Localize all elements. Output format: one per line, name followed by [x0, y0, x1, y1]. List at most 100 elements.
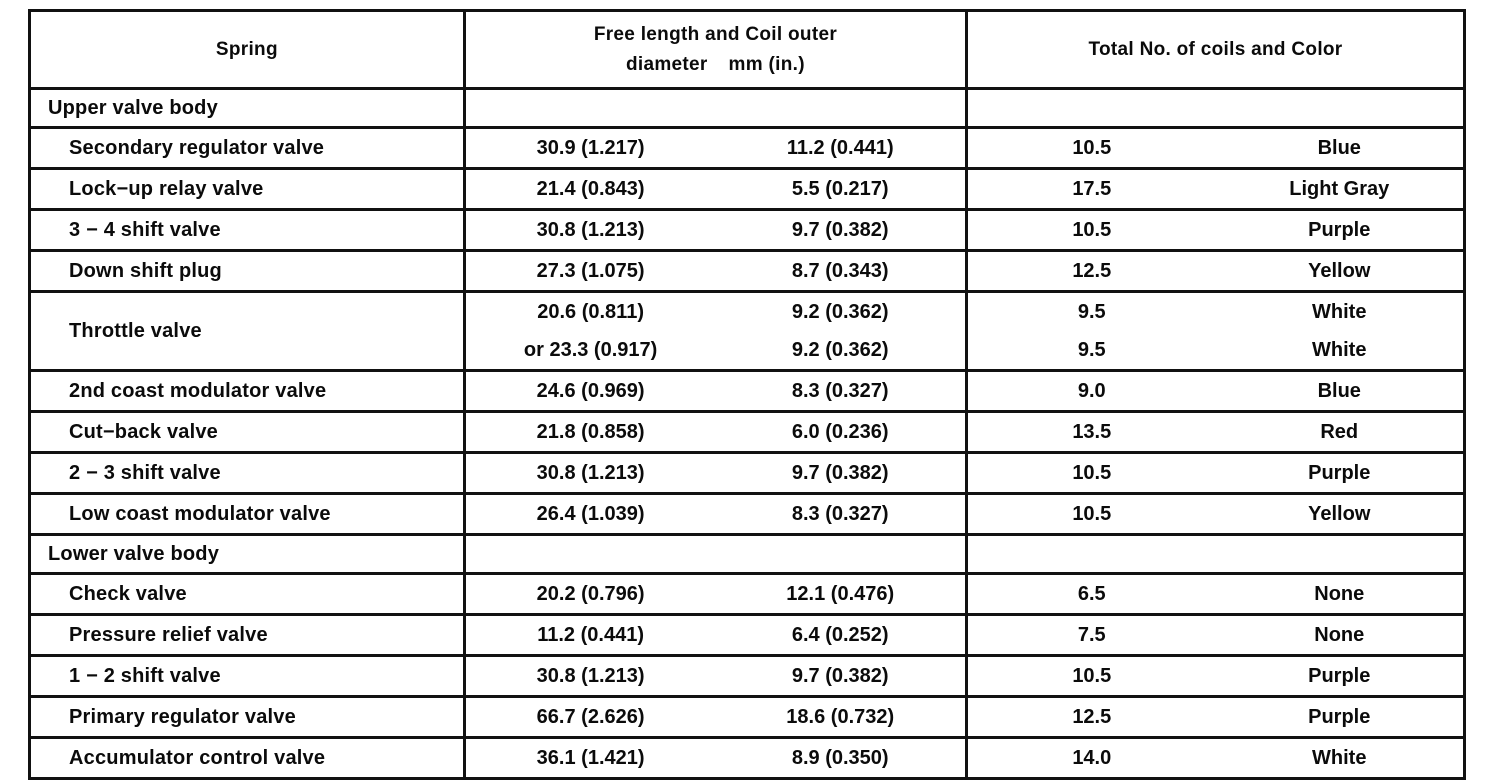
coil-count-value-and-spring-color-value-cell: 10.5 Purple	[965, 654, 1466, 698]
col-header-coils-color: Total No. of coils and Color	[965, 9, 1466, 90]
coil-count-value: 17.5	[1072, 178, 1112, 200]
empty-cell	[462, 87, 969, 129]
coil-diameter-value: 6.4 (0.252)	[791, 624, 889, 646]
section-row: Upper valve body	[28, 87, 1466, 129]
coil-count-value: 13.5	[1072, 421, 1112, 443]
coil-count-value: 10.5	[1072, 665, 1112, 687]
table-body: Upper valve body Secondary regulator valv…	[28, 87, 1466, 780]
coil-diameter-value: 8.3 (0.327)	[791, 503, 889, 525]
free-length-value: 27.3 (1.075)	[536, 260, 645, 282]
spring-row: 1 − 2 shift valve 30.8 (1.213) 9.7 (0.382)…	[28, 654, 1466, 698]
free-length-value: 21.8 (0.858)	[536, 421, 645, 443]
coil-diameter-value: 8.3 (0.327)	[791, 380, 889, 402]
free-length-value: 66.7 (2.626)	[536, 706, 645, 728]
spring-color-value: Purple	[1308, 665, 1371, 687]
coil-diameter-value: 8.7 (0.343)	[791, 260, 889, 282]
free-length-value: 11.2 (0.441)	[537, 624, 644, 646]
coil-diameter-value: 11.2 (0.441)	[786, 137, 894, 159]
free-length-value: 30.8 (1.213)	[536, 219, 645, 241]
free-length-value-and-coil-diameter-value-cell: 11.2 (0.441) 6.4 (0.252)	[462, 613, 969, 657]
spring-color-value: Light Gray	[1289, 178, 1390, 200]
section-row: Lower valve body	[28, 533, 1466, 575]
col-header-dimensions-line2: diameter mm (in.)	[626, 53, 805, 75]
spring-row: Pressure relief valve 11.2 (0.441) 6.4 (0.…	[28, 613, 1466, 657]
coil-count-value-and-spring-color-value-cell: 13.5 Red	[965, 410, 1466, 454]
coil-count-value-and-spring-color-value-cell: 10.5 Yellow	[965, 492, 1466, 536]
coil-diameter-value: 12.1 (0.476)	[786, 583, 895, 605]
col-header-dimensions-line1: Free length and Coil outer	[593, 23, 838, 45]
col-header-dimensions: Free length and Coil outer diameter mm (…	[462, 9, 969, 90]
spring-name: 2nd coast modulator valve	[28, 369, 466, 413]
spring-color-value: Purple	[1308, 462, 1371, 484]
free-length-value-and-coil-diameter-value-cell: 20.2 (0.796) 12.1 (0.476)	[462, 572, 969, 616]
spring-name: Throttle valve	[28, 290, 466, 372]
coil-count-value-and-spring-color-value-cell: 14.0 White	[965, 736, 1466, 780]
spring-name: Low coast modulator valve	[28, 492, 466, 536]
spring-row: 3 − 4 shift valve 30.8 (1.213) 9.7 (0.382)…	[28, 208, 1466, 252]
free-length-value: 21.4 (0.843)	[536, 178, 645, 200]
coil-diameter-value: 8.9 (0.350)	[791, 747, 889, 769]
spring-row: Throttle valve 20.6 (0.811) or 23.3 (0.917…	[28, 290, 1466, 372]
free-length-value-and-coil-diameter-value-cell: 30.9 (1.217) 11.2 (0.441)	[462, 126, 969, 170]
free-length-value-and-coil-diameter-value-cell: 36.1 (1.421) 8.9 (0.350)	[462, 736, 969, 780]
coil-count-value: 9.0	[1077, 380, 1106, 402]
spring-name: Pressure relief valve	[28, 613, 466, 657]
coil-count-value-and-spring-color-value-cell: 17.5 Light Gray	[965, 167, 1466, 211]
spring-name: Accumulator control valve	[28, 736, 466, 780]
spring-color-value: Yellow	[1308, 503, 1371, 525]
section-label: Lower valve body	[28, 533, 466, 575]
spring-color-value: White White	[1312, 301, 1367, 361]
spring-name: Check valve	[28, 572, 466, 616]
coil-diameter-value: 9.2 (0.362) 9.2 (0.362)	[791, 301, 889, 361]
coil-count-value: 10.5	[1072, 503, 1112, 525]
free-length-value: 30.8 (1.213)	[536, 665, 645, 687]
free-length-value: 20.6 (0.811) or 23.3 (0.917)	[523, 301, 658, 361]
free-length-value-and-coil-diameter-value-cell: 21.4 (0.843) 5.5 (0.217)	[462, 167, 969, 211]
free-length-value: 24.6 (0.969)	[536, 380, 645, 402]
coil-diameter-value: 5.5 (0.217)	[791, 178, 889, 200]
coil-count-value: 12.5	[1072, 706, 1112, 728]
coil-diameter-value: 9.7 (0.382)	[791, 665, 889, 687]
free-length-value: 30.8 (1.213)	[536, 462, 645, 484]
spring-name: 3 − 4 shift valve	[28, 208, 466, 252]
coil-count-value: 14.0	[1072, 747, 1112, 769]
free-length-value: 30.9 (1.217)	[536, 137, 645, 159]
spring-name: 1 − 2 shift valve	[28, 654, 466, 698]
coil-count-value: 7.5	[1077, 624, 1106, 646]
free-length-value: 20.2 (0.796)	[536, 583, 645, 605]
coil-count-value-and-spring-color-value-cell: 7.5 None	[965, 613, 1466, 657]
spring-row: Check valve 20.2 (0.796) 12.1 (0.476) 6.5 No…	[28, 572, 1466, 616]
spring-color-value: Yellow	[1308, 260, 1371, 282]
coil-count-value-and-spring-color-value-cell: 6.5 None	[965, 572, 1466, 616]
col-header-spring: Spring	[28, 9, 466, 90]
spring-spec-table-wrap: Spring Free length and Coil outer diamet…	[28, 9, 1466, 780]
free-length-value-and-coil-diameter-value-cell: 24.6 (0.969) 8.3 (0.327)	[462, 369, 969, 413]
spring-color-value: Blue	[1317, 380, 1361, 402]
spring-color-value: None	[1314, 583, 1365, 605]
free-length-value-and-coil-diameter-value-cell: 27.3 (1.075) 8.7 (0.343)	[462, 249, 969, 293]
spring-row: Lock−up relay valve 21.4 (0.843) 5.5 (0.21…	[28, 167, 1466, 211]
spring-color-value: Purple	[1308, 706, 1371, 728]
empty-cell	[462, 533, 969, 575]
coil-count-value: 12.5	[1072, 260, 1112, 282]
free-length-value-and-coil-diameter-value-cell: 20.6 (0.811) or 23.3 (0.917) 9.2 (0.362) 9.…	[462, 290, 969, 372]
coil-count-value-and-spring-color-value-cell: 12.5 Yellow	[965, 249, 1466, 293]
spring-row: 2 − 3 shift valve 30.8 (1.213) 9.7 (0.382)…	[28, 451, 1466, 495]
coil-count-value-and-spring-color-value-cell: 10.5 Blue	[965, 126, 1466, 170]
spring-color-value: Purple	[1308, 219, 1371, 241]
empty-cell	[965, 533, 1466, 575]
spring-name: Secondary regulator valve	[28, 126, 466, 170]
free-length-value-and-coil-diameter-value-cell: 30.8 (1.213) 9.7 (0.382)	[462, 208, 969, 252]
coil-count-value-and-spring-color-value-cell: 10.5 Purple	[965, 451, 1466, 495]
free-length-value: 26.4 (1.039)	[536, 503, 645, 525]
header-row: Spring Free length and Coil outer diamet…	[28, 9, 1466, 90]
spring-color-value: White	[1312, 747, 1367, 769]
coil-diameter-value: 18.6 (0.732)	[786, 706, 895, 728]
section-label: Upper valve body	[28, 87, 466, 129]
spring-name: Primary regulator valve	[28, 695, 466, 739]
coil-count-value-and-spring-color-value-cell: 9.5 9.5 White White	[965, 290, 1466, 372]
spring-name: 2 − 3 shift valve	[28, 451, 466, 495]
spring-row: Down shift plug 27.3 (1.075) 8.7 (0.343) 12…	[28, 249, 1466, 293]
coil-diameter-value: 9.7 (0.382)	[791, 462, 889, 484]
